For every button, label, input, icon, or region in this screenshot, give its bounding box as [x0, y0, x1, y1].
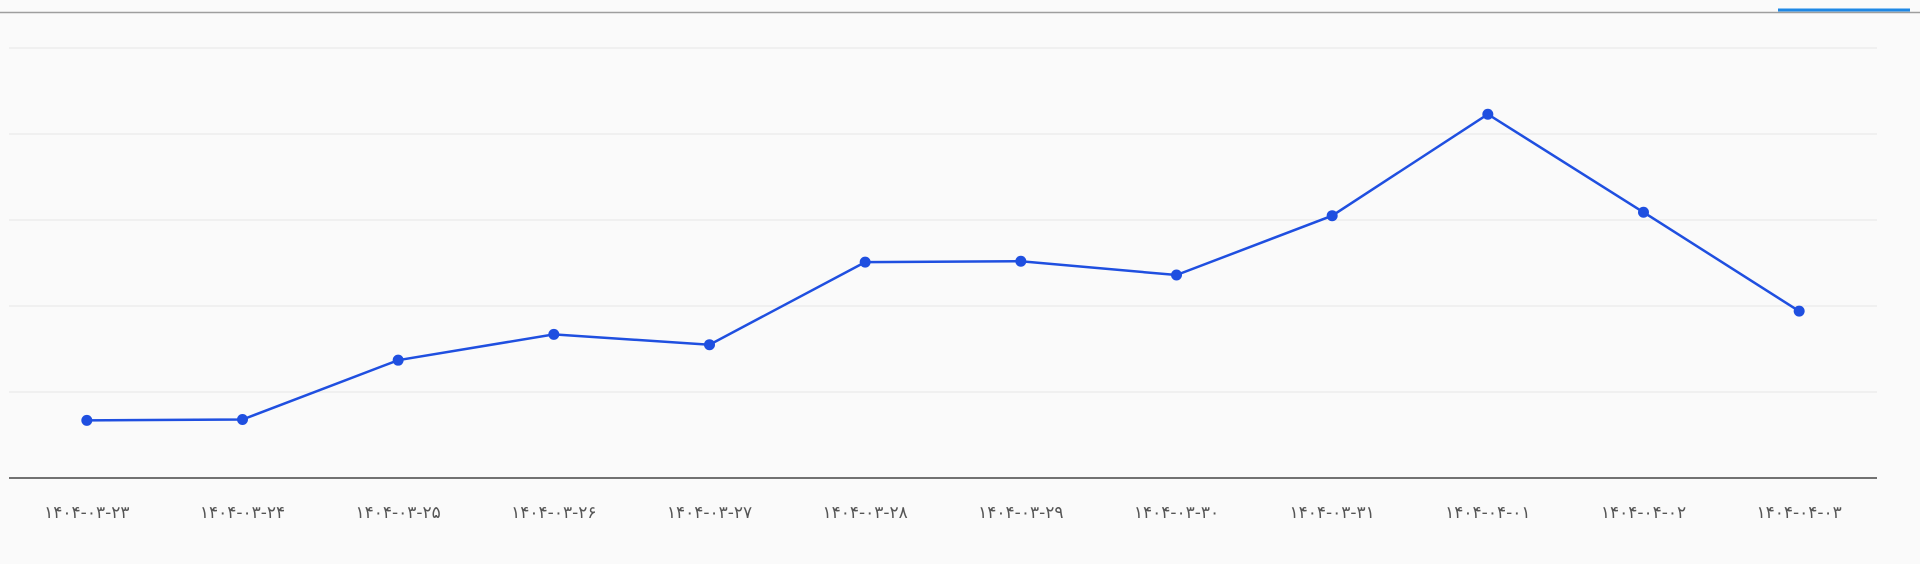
- x-tick-label: ۱۴۰۴-۰۳-۲۴: [200, 503, 285, 523]
- x-tick-label: ۱۴۰۴-۰۳-۳۰: [1134, 503, 1219, 523]
- x-tick-label: ۱۴۰۴-۰۳-۲۹: [978, 503, 1063, 523]
- data-point: [548, 328, 560, 340]
- data-point: [1793, 305, 1805, 317]
- x-tick-label: ۱۴۰۴-۰۳-۲۳: [44, 503, 129, 523]
- data-point: [237, 414, 248, 426]
- x-tick-label: ۱۴۰۴-۰۴-۰۲: [1601, 503, 1686, 523]
- data-point: [1015, 255, 1027, 267]
- data-point: [1638, 206, 1649, 218]
- data-point: [704, 339, 715, 351]
- x-tick-label: ۱۴۰۴-۰۴-۰۳: [1757, 503, 1842, 523]
- data-point: [1171, 269, 1182, 281]
- data-point: [81, 414, 93, 426]
- x-tick-label: ۱۴۰۴-۰۳-۲۸: [823, 503, 908, 523]
- x-tick-label: ۱۴۰۴-۰۳-۲۵: [356, 503, 441, 523]
- x-tick-label: ۱۴۰۴-۰۳-۲۶: [511, 503, 596, 523]
- data-point: [1326, 210, 1338, 222]
- data-point: [392, 354, 404, 366]
- data-point: [1482, 108, 1494, 120]
- x-tick-label: ۱۴۰۴-۰۳-۲۷: [667, 503, 752, 523]
- x-tick-label: ۱۴۰۴-۰۴-۰۱: [1445, 503, 1530, 523]
- x-tick-label: ۱۴۰۴-۰۳-۳۱: [1290, 503, 1375, 523]
- data-line: [86, 112, 1800, 422]
- data-point: [859, 256, 871, 268]
